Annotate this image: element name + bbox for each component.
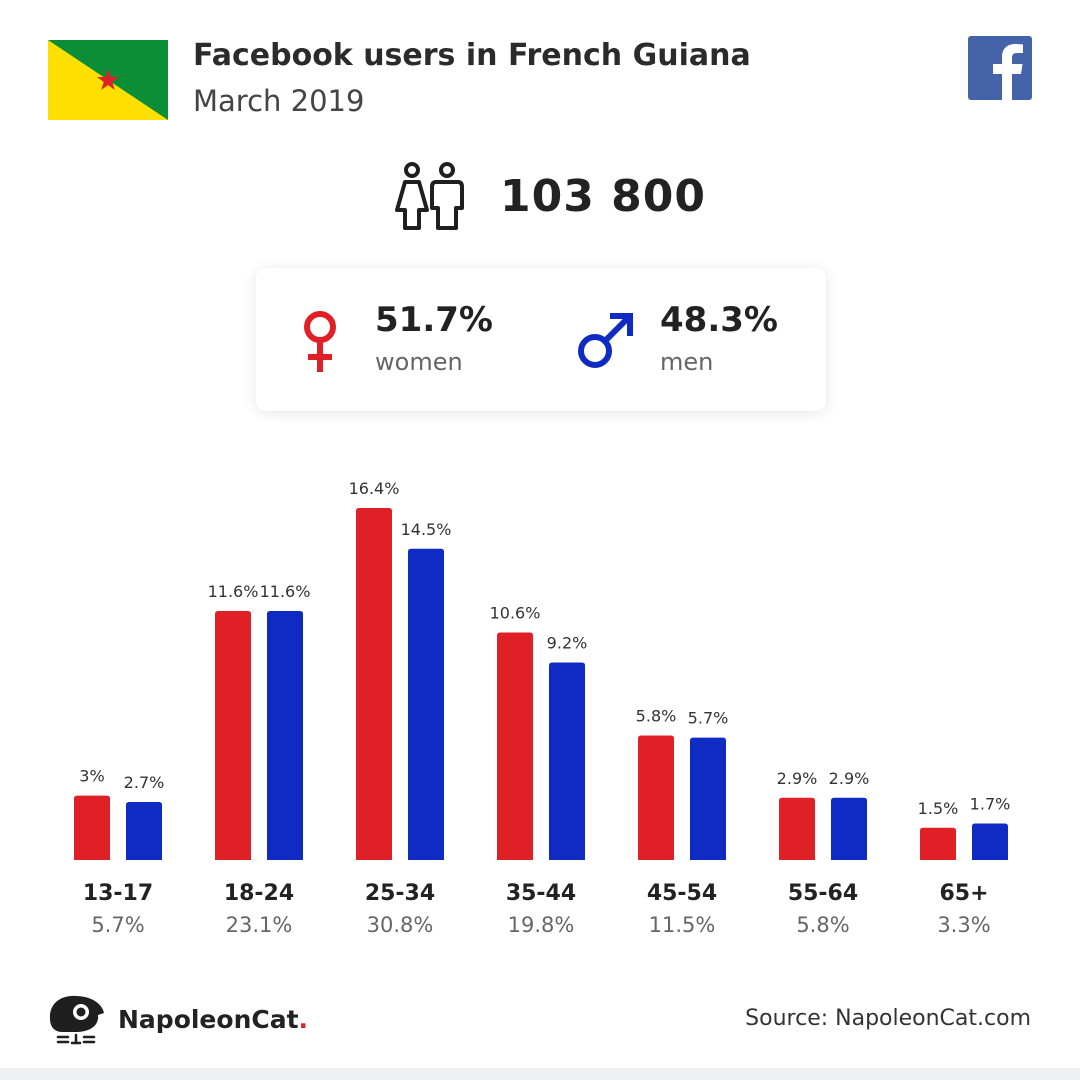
category-total-13-17: 5.7% (91, 913, 144, 937)
french-guiana-flag-icon (48, 40, 168, 120)
bar-label-men-35-44: 9.2% (547, 634, 588, 653)
category-total-35-44: 19.8% (508, 913, 575, 937)
category-label-18-24: 18-24 (224, 881, 294, 906)
bar-women-65+ (920, 827, 956, 860)
napoleoncat-logo-icon (49, 995, 104, 1045)
bar-label-men-25-34: 14.5% (401, 520, 452, 539)
male-symbol-icon (578, 313, 633, 368)
bar-men-25-34 (408, 548, 444, 860)
page-title: Facebook users in French Guiana (193, 38, 751, 73)
men-label: men (660, 348, 714, 376)
bar-men-65+ (972, 823, 1008, 860)
category-label-45-54: 45-54 (647, 881, 717, 906)
category-label-25-34: 25-34 (365, 881, 435, 906)
page-subtitle: March 2019 (193, 84, 365, 118)
category-total-45-54: 11.5% (649, 913, 716, 937)
bar-label-women-35-44: 10.6% (490, 603, 541, 622)
napoleoncat-brand[interactable]: NapoleonCat. (46, 993, 308, 1045)
category-total-65+: 3.3% (937, 913, 990, 937)
bar-men-35-44 (549, 662, 585, 860)
bar-men-55-64 (831, 797, 867, 860)
bar-label-women-18-24: 11.6% (208, 582, 259, 601)
brand-dot: . (298, 1004, 309, 1034)
bottom-band (0, 1068, 1080, 1080)
bar-men-45-54 (690, 737, 726, 860)
bar-label-women-13-17: 3% (79, 767, 104, 786)
bar-label-women-45-54: 5.8% (636, 707, 677, 726)
facebook-icon[interactable] (968, 36, 1032, 100)
bar-label-men-45-54: 5.7% (688, 709, 729, 728)
men-percentage: 48.3% (660, 300, 778, 340)
source-credit: Source: NapoleonCat.com (745, 1006, 1031, 1031)
category-label-55-64: 55-64 (788, 881, 858, 906)
users-icon (395, 162, 464, 230)
category-total-55-64: 5.8% (796, 913, 849, 937)
bar-label-women-55-64: 2.9% (777, 769, 818, 788)
women-percentage: 51.7% (375, 300, 493, 340)
bar-women-55-64 (779, 797, 815, 860)
bar-label-women-25-34: 16.4% (349, 479, 400, 498)
bar-women-35-44 (497, 632, 533, 860)
bar-women-45-54 (638, 735, 674, 860)
brand-name: NapoleonCat. (118, 1005, 308, 1034)
bar-label-men-13-17: 2.7% (124, 773, 165, 792)
total-users-value: 103 800 (500, 170, 707, 222)
women-label: women (375, 348, 463, 376)
female-symbol-icon (304, 311, 336, 372)
category-total-25-34: 30.8% (367, 913, 434, 937)
age-gender-bar-chart: 3% 2.7% 13-17 5.7% 11.6% 11.6% 18-24 23.1% 16.4%… (74, 479, 1011, 937)
bar-men-18-24 (267, 611, 303, 860)
bar-women-18-24 (215, 611, 251, 860)
bar-label-women-65+: 1.5% (918, 799, 959, 818)
total-users: 103 800 (392, 160, 706, 232)
category-label-35-44: 35-44 (506, 881, 576, 906)
bar-label-men-18-24: 11.6% (260, 582, 311, 601)
gender-card: 51.7% women 48.3% men (256, 268, 826, 411)
bar-label-men-55-64: 2.9% (829, 769, 870, 788)
category-label-65+: 65+ (939, 881, 988, 906)
category-label-13-17: 13-17 (83, 881, 153, 906)
category-total-18-24: 23.1% (226, 913, 293, 937)
bar-women-25-34 (356, 508, 392, 860)
bar-label-men-65+: 1.7% (970, 795, 1011, 814)
brand-name-text: NapoleonCat (118, 1004, 299, 1034)
bar-men-13-17 (126, 802, 162, 860)
bar-women-13-17 (74, 795, 110, 860)
